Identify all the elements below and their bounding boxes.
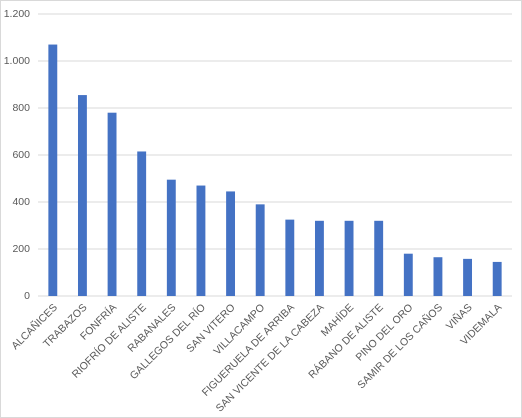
bar [226, 191, 236, 296]
bar [433, 257, 443, 296]
y-tick-label: 1.200 [4, 8, 30, 20]
y-tick-label: 200 [12, 243, 30, 255]
bar [166, 179, 176, 296]
bar [374, 220, 384, 296]
bar [463, 258, 473, 296]
bar [77, 95, 87, 296]
bar [196, 185, 206, 296]
y-tick-label: 800 [12, 102, 30, 114]
bar [314, 220, 324, 296]
bar [255, 204, 265, 296]
bar [403, 253, 413, 296]
y-tick-label: 600 [12, 149, 30, 161]
bar [285, 219, 295, 296]
bar [344, 220, 354, 296]
bar [107, 112, 117, 296]
bar [137, 151, 147, 296]
y-tick-label: 1.000 [4, 55, 30, 67]
y-tick-label: 400 [12, 196, 30, 208]
bar [492, 261, 502, 296]
bar [48, 44, 58, 296]
y-tick-label: 0 [24, 290, 30, 302]
